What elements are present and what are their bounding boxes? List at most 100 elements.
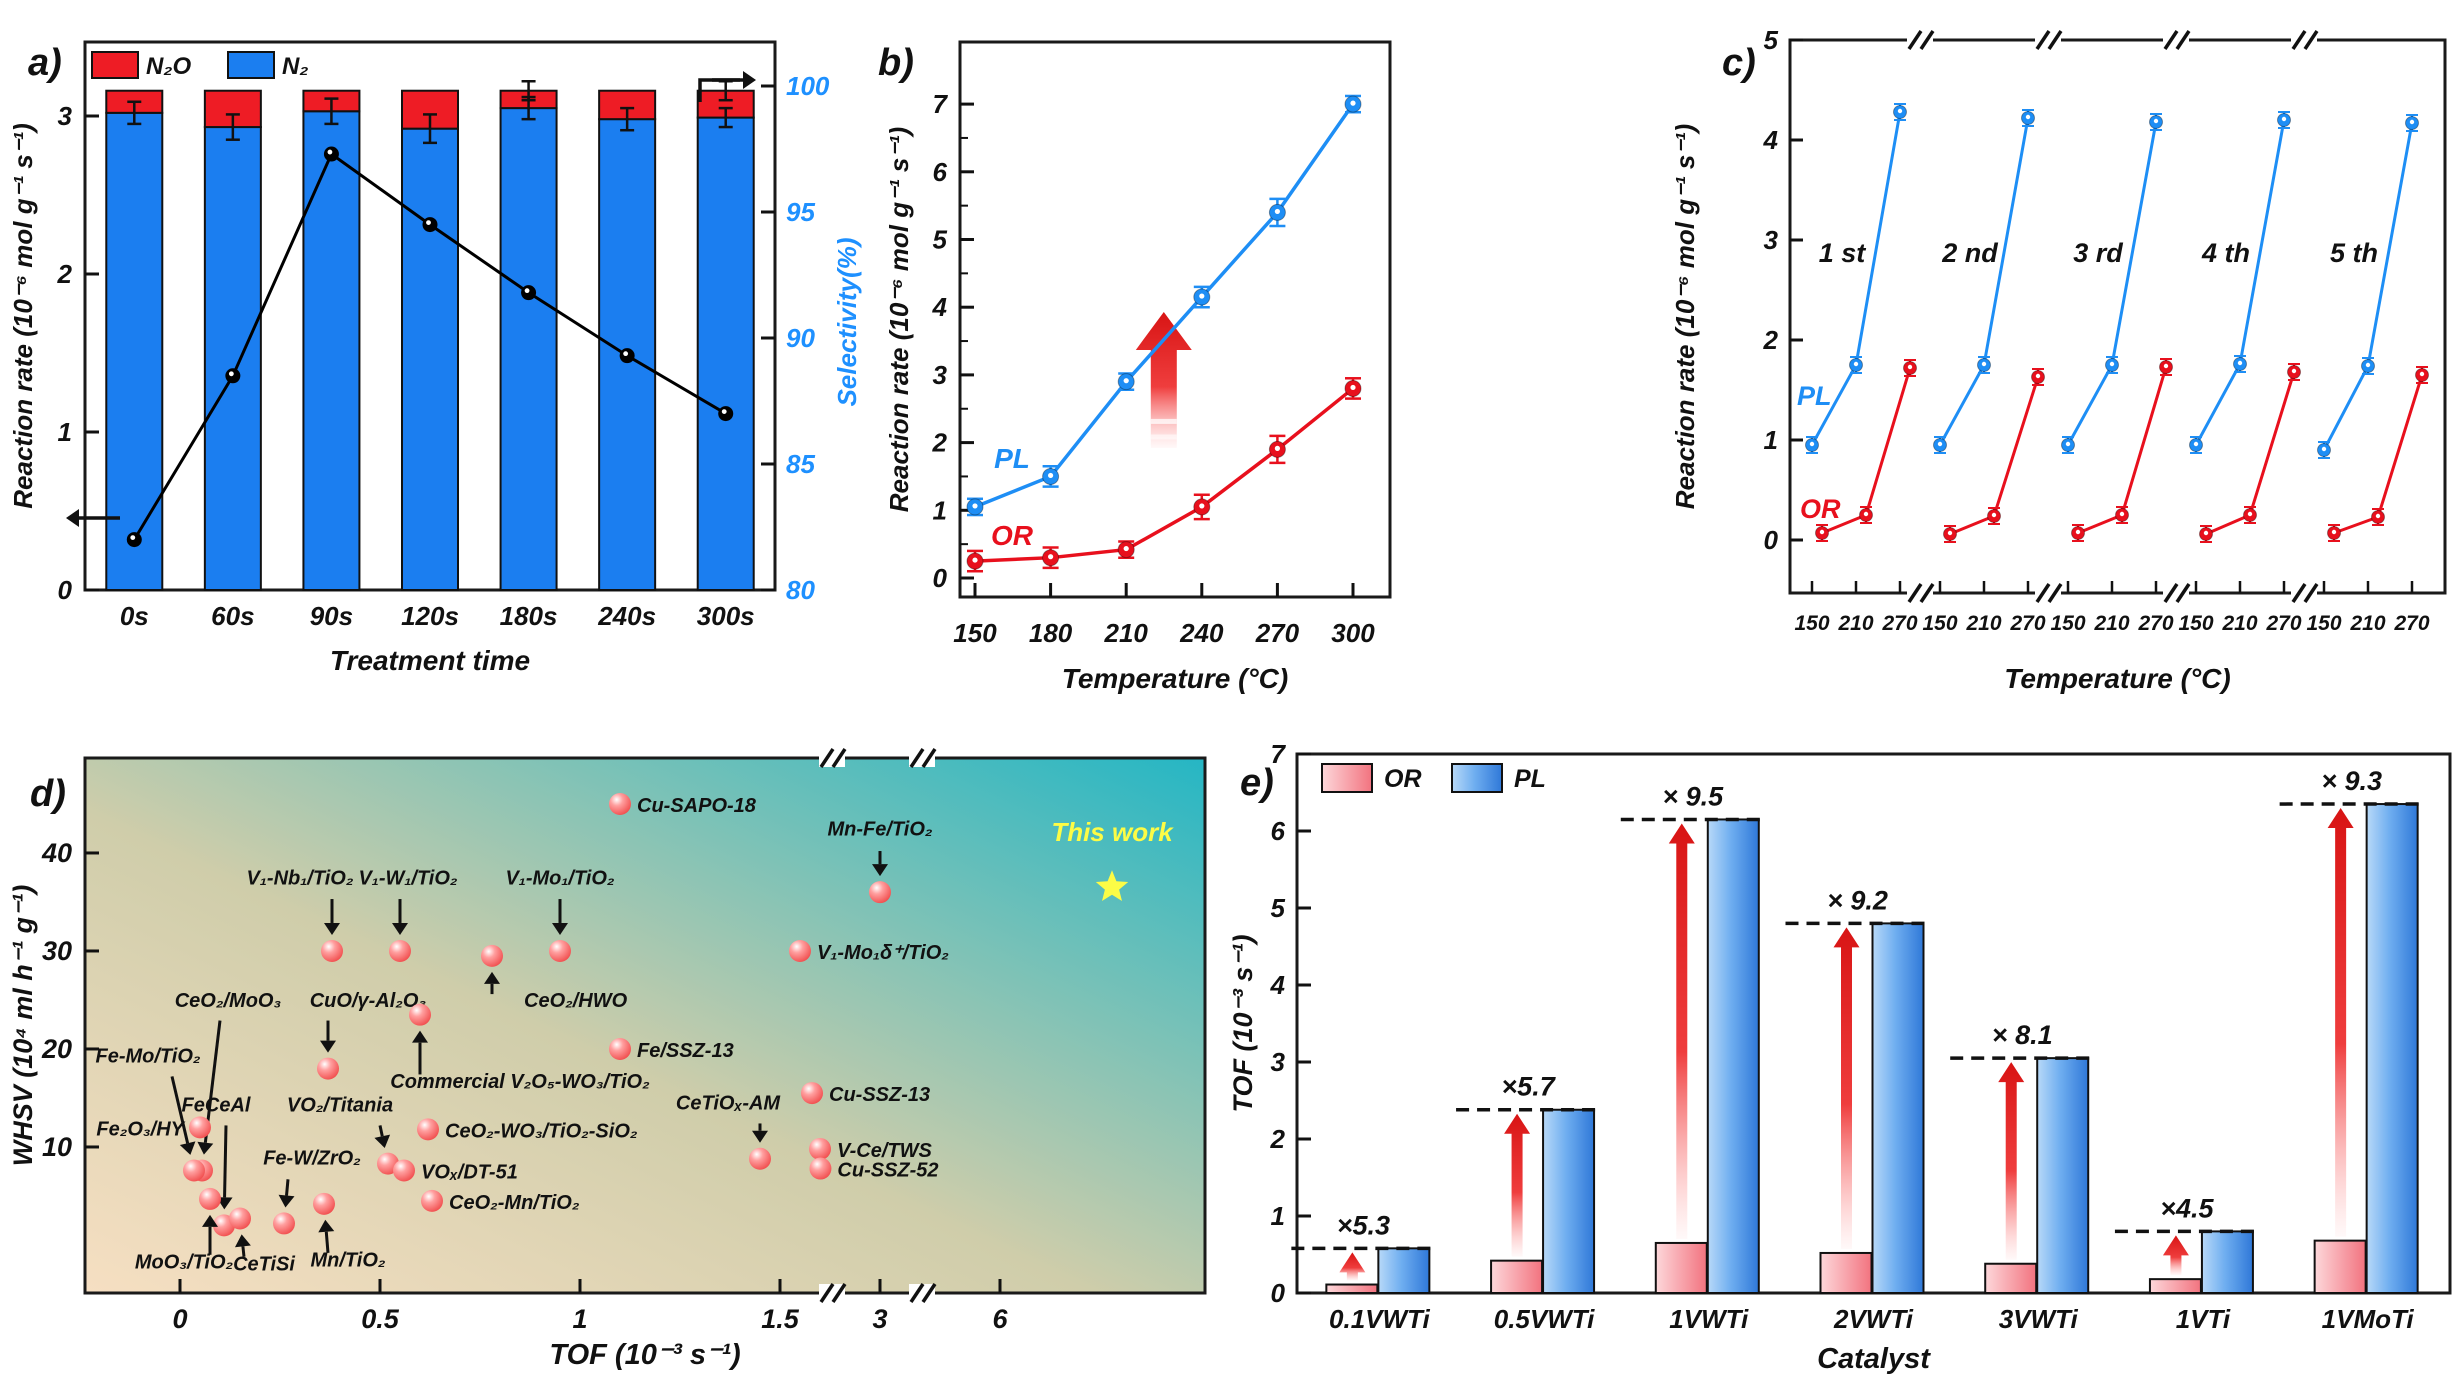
series-line-or [974, 387, 1355, 563]
multiplier-0-1vwti: ×5.3 [1337, 1210, 1390, 1240]
label-mn-fe-tio: Mn-Fe/TiO₂ [827, 818, 932, 840]
bar-pl-0-1vwti [1377, 1247, 1431, 1294]
bar-pl-1vwti [1706, 818, 1760, 1294]
gain-arrow-2vwti [1833, 927, 1860, 1249]
ylabel-reaction-rate-c: Reaction rate (10⁻⁶ mol g⁻¹ s⁻¹) [1670, 124, 1700, 509]
ytick-e-6: 6 [1271, 816, 1286, 846]
point-ceo-hwo [481, 944, 503, 967]
point-v-mo-tio [789, 939, 811, 962]
point-v-mo-tio [549, 939, 571, 962]
arrow-head [412, 1030, 428, 1043]
panel-b: b) 0 1 2 3 4 5 6 7 150 180 210 240 270 300 PL OR Temperat… [878, 40, 1392, 694]
label-vo-dt-51: VOₓ/DT-51 [421, 1162, 518, 1184]
label-moo-tio: MoO₃/TiO₂ [135, 1252, 234, 1274]
marker-glint [1199, 503, 1205, 509]
marker-glint [1123, 545, 1129, 552]
label-fe-ssz-13: Fe/SSZ-13 [637, 1040, 734, 1062]
label-fe-o-hy: Fe₂O₃/HY [96, 1118, 185, 1140]
arrow-stripe [1150, 418, 1177, 424]
marker-glint [2035, 373, 2041, 379]
bar-n2-90s [302, 110, 361, 591]
bar-or-2vwti [1819, 1251, 1873, 1294]
marker-glint [1907, 364, 1913, 370]
bar-pl-2vwti [1871, 922, 1925, 1295]
marker-glint [2237, 360, 2243, 366]
marker-glint [2075, 529, 2081, 535]
axis-break-slash [909, 1283, 925, 1303]
bar-pl-1vmoti [2365, 803, 2419, 1294]
arrow-head [197, 1141, 214, 1155]
xtick-d-1: 1 [572, 1304, 587, 1334]
bar-pl-1vti [2200, 1230, 2254, 1295]
panel-a-letter: a) [28, 42, 62, 84]
bar-or-0-1vwti [1325, 1283, 1379, 1295]
marker-glint [2193, 441, 2199, 447]
xtick-e-1vwti: 1VWTi [1669, 1304, 1749, 1334]
xtick-c-3-270: 270 [2265, 612, 2301, 635]
marker-glint [1350, 384, 1356, 391]
xlabel-tof-d: TOF (10⁻³ s⁻¹) [549, 1339, 740, 1371]
axis-break-slash [909, 748, 925, 768]
marker-glint [1048, 472, 1054, 479]
xtick-c-4-270: 270 [2393, 612, 2429, 635]
label-this-work: This work [1051, 817, 1174, 847]
series-label-or-c: OR [1800, 494, 1841, 524]
marker-glint [2065, 441, 2071, 447]
axis-break-slash [1907, 30, 1923, 50]
arrow-head [66, 509, 79, 527]
ytick-left-1: 1 [58, 417, 72, 447]
axis-break-slash [2303, 583, 2319, 603]
ylabel-tof-e: TOF (10⁻³ s⁻¹) [1228, 934, 1258, 1112]
marker-glint [2321, 446, 2327, 452]
marker-glint [2153, 118, 2159, 124]
marker-glint [1981, 361, 1987, 367]
panel-a: a) 0 1 2 3 80 85 90 95 100 0s 60s 90s 120s 180s 240s 300… [8, 40, 862, 676]
marker-glint [2119, 511, 2125, 517]
marker-glint [1274, 208, 1280, 215]
selectivity-point-0s [126, 532, 142, 548]
series-label-pl-c: PL [1797, 381, 1832, 411]
label-v-nb-tio: V₁-Nb₁/TiO₂ [247, 867, 354, 889]
annotation-arrow-vo-titania [378, 1125, 384, 1137]
marker-glint [1199, 293, 1205, 299]
axis-break-slash [921, 1283, 937, 1303]
bar-n2-60s [203, 126, 262, 591]
ytick-right-100: 100 [786, 71, 830, 101]
axis-break-slash [831, 1283, 847, 1303]
axis-break-slash [819, 748, 835, 768]
selectivity-point-60s [225, 368, 241, 384]
point-commercial-v-o-wo-tio [409, 1003, 431, 1026]
xtick-c-2-210: 210 [2093, 612, 2129, 635]
label-v-ce-tws: V-Ce/TWS [837, 1140, 932, 1162]
marker-glint [1809, 441, 1815, 447]
label-ceo-mn-tio: CeO₂-Mn/TiO₂ [449, 1192, 580, 1214]
label-vo-titania: VO₂/Titania [287, 1095, 393, 1117]
ytick-left-3: 3 [58, 101, 73, 131]
axis-break-slash [2047, 583, 2063, 603]
ytick-left-0: 0 [58, 575, 73, 605]
xtick-e-0-1vwti: 0.1VWTi [1329, 1304, 1430, 1334]
ytick-c-3: 3 [1764, 225, 1779, 255]
marker-glint [1947, 530, 1953, 536]
annotation-arrow-feceal [223, 1125, 228, 1198]
xtick-b-180: 180 [1029, 618, 1073, 648]
xtick-b-300: 300 [1331, 618, 1375, 648]
ytick-e-4: 4 [1270, 970, 1286, 1000]
bar-or-1vti [2148, 1278, 2202, 1295]
ytick-c-2: 2 [1763, 325, 1779, 355]
bar-n2-300s [696, 116, 755, 592]
xtick-60s: 60s [211, 601, 254, 631]
ytick-c-4: 4 [1763, 125, 1779, 155]
cycle-label-1-st: 1 st [1819, 238, 1867, 268]
ytick-right-85: 85 [786, 449, 815, 479]
marker-glint [972, 503, 978, 509]
xtick-c-3-210: 210 [2221, 612, 2257, 635]
xlabel-temperature-b: Temperature (°C) [1062, 663, 1288, 694]
arrow-head [318, 1219, 335, 1233]
axis-break-slash [2291, 30, 2307, 50]
axis-break-slash [2035, 583, 2051, 603]
point-cu-ssz-13 [801, 1082, 823, 1105]
axis-break-slash [2047, 30, 2063, 50]
ytick-b-4: 4 [932, 292, 948, 322]
